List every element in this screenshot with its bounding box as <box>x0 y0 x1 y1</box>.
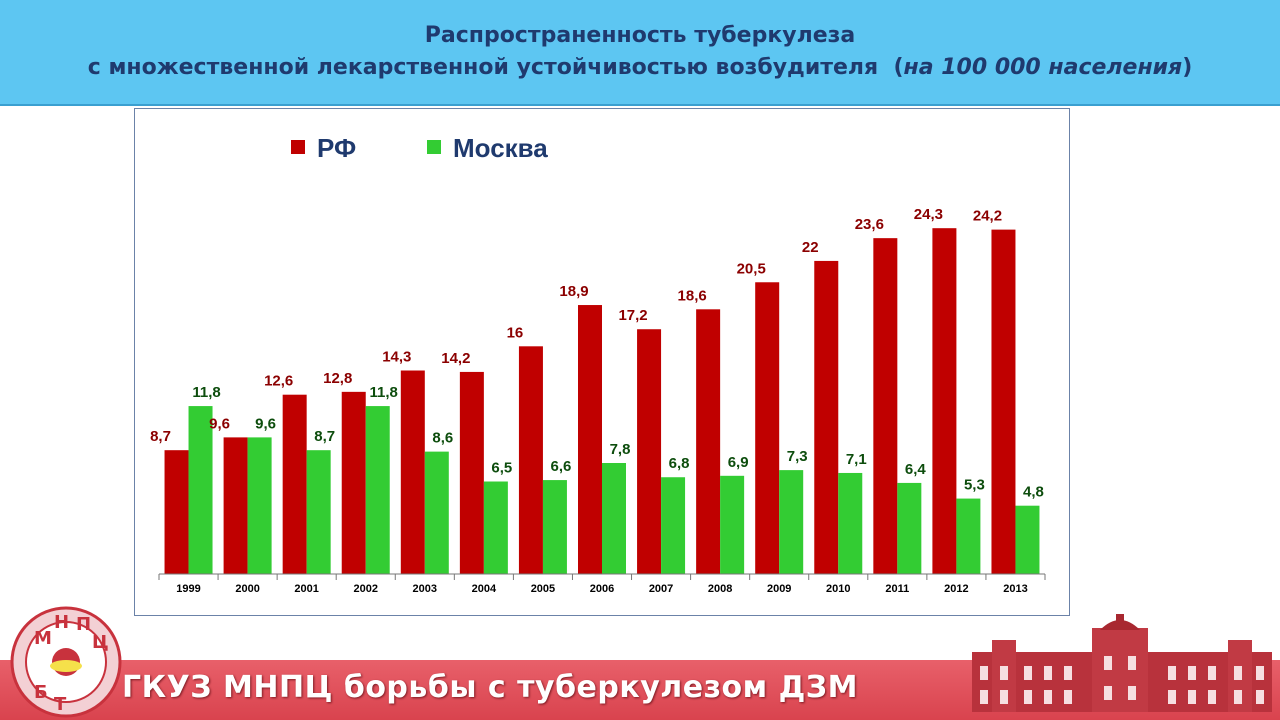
data-label: 11,8 <box>370 384 398 401</box>
legend-label: РФ <box>317 133 356 163</box>
bar-rf <box>164 450 189 574</box>
data-label: 12,6 <box>264 373 293 390</box>
bar-rf <box>814 260 839 574</box>
data-label: 18,9 <box>559 283 588 300</box>
slide-title-line1: Распространенность туберкулеза <box>424 23 856 48</box>
bar-moscow <box>661 477 686 574</box>
data-label: 23,6 <box>855 216 884 233</box>
x-tick-label: 2007 <box>649 583 673 595</box>
bar-moscow <box>188 406 213 574</box>
x-tick-label: 2003 <box>413 583 437 595</box>
bar-moscow <box>720 475 745 574</box>
x-tick-label: 2013 <box>1003 583 1027 595</box>
legend-label: Москва <box>453 133 548 163</box>
data-label: 12,8 <box>323 370 352 387</box>
data-label: 24,2 <box>973 208 1002 225</box>
x-tick-label: 2008 <box>708 583 732 595</box>
bar-rf <box>578 305 602 574</box>
x-tick-label: 2005 <box>531 583 555 595</box>
data-label: 6,5 <box>491 460 512 477</box>
x-tick-label: 2001 <box>294 583 318 595</box>
data-label: 4,8 <box>1023 484 1044 501</box>
logo-letter: Т <box>54 694 67 715</box>
slide-header: Распространенность туберкулеза с множест… <box>0 0 1280 106</box>
legend-swatch <box>291 140 305 154</box>
data-label: 9,6 <box>209 415 230 432</box>
data-label: 14,3 <box>382 349 411 366</box>
data-label: 8,7 <box>150 428 171 445</box>
x-tick-label: 2010 <box>826 583 850 595</box>
bar-rf <box>873 238 898 574</box>
bar-rf <box>400 370 425 574</box>
data-label: 7,8 <box>610 441 631 458</box>
data-label: 7,1 <box>846 451 867 468</box>
data-label: 24,3 <box>914 206 943 223</box>
bar-rf <box>755 282 780 574</box>
data-label: 6,4 <box>905 461 927 478</box>
data-label: 8,6 <box>432 430 453 447</box>
bar-moscow <box>897 482 922 574</box>
data-label: 20,5 <box>737 260 766 277</box>
data-label: 16 <box>507 324 524 341</box>
data-label: 9,6 <box>255 415 276 432</box>
bar-moscow <box>247 437 272 574</box>
data-label: 18,6 <box>678 287 707 304</box>
x-tick-label: 2009 <box>767 583 791 595</box>
x-tick-label: 2012 <box>944 583 968 595</box>
x-tick-label: 2004 <box>472 583 497 595</box>
bar-moscow <box>542 480 567 574</box>
bar-rf <box>932 228 957 574</box>
data-label: 6,8 <box>669 455 690 472</box>
logo-letter: Н <box>54 612 69 633</box>
data-label: 14,2 <box>441 350 470 367</box>
bar-moscow <box>365 406 390 574</box>
logo-letter: Ц <box>92 632 109 653</box>
slide-title-line2-main: с множественной лекарственной устойчивос… <box>87 55 879 80</box>
bar-chart: РФ Москва 8,7 11,8 1999 9,6 9,6 2000 12,6 8,7 2001… <box>150 133 1046 595</box>
legend-swatch <box>427 140 441 154</box>
bar-rf <box>341 391 366 574</box>
x-tick-label: 2002 <box>353 583 377 595</box>
bar-rf <box>696 309 721 574</box>
bar-moscow <box>483 481 508 574</box>
bar-moscow <box>306 450 331 574</box>
chart-frame: РФ Москва 8,7 11,8 1999 9,6 9,6 2000 12,6 8,7 2001… <box>134 108 1070 616</box>
x-tick-label: 2000 <box>235 583 259 595</box>
data-label: 7,3 <box>787 448 808 465</box>
bar-moscow <box>602 463 626 574</box>
logo-letter: П <box>76 614 91 635</box>
bar-moscow <box>779 470 804 574</box>
data-label: 22 <box>802 239 819 256</box>
slide-title-line2: с множественной лекарственной устойчивос… <box>87 55 1193 80</box>
bar-rf <box>459 371 484 574</box>
hospital-building-image <box>972 614 1272 712</box>
data-label: 5,3 <box>964 477 985 494</box>
bar-rf <box>991 229 1016 574</box>
bar-moscow <box>1015 505 1040 574</box>
bar-rf <box>223 437 248 574</box>
bar-rf <box>518 346 543 574</box>
bar-moscow <box>424 451 449 574</box>
data-label: 17,2 <box>618 307 647 324</box>
x-tick-label: 2011 <box>885 583 909 595</box>
bar-moscow <box>956 498 981 574</box>
slide-title-unit: на 100 000 населения <box>903 55 1183 80</box>
data-label: 6,6 <box>551 458 572 475</box>
bar-rf <box>282 394 307 574</box>
logo-letter: Б <box>34 682 48 703</box>
logo-letter: М <box>34 628 52 649</box>
data-label: 6,9 <box>728 454 749 471</box>
bar-rf <box>637 329 662 574</box>
data-label: 11,8 <box>192 384 220 401</box>
mnpc-logo: М Н П Ц Б Т <box>10 606 122 718</box>
organization-name: ГКУЗ МНПЦ борьбы с туберкулезом ДЗМ <box>122 670 858 705</box>
bar-moscow <box>838 472 863 574</box>
x-tick-label: 1999 <box>176 583 200 595</box>
logo-petals <box>10 606 122 718</box>
x-tick-label: 2006 <box>590 583 614 595</box>
data-label: 8,7 <box>314 428 335 445</box>
